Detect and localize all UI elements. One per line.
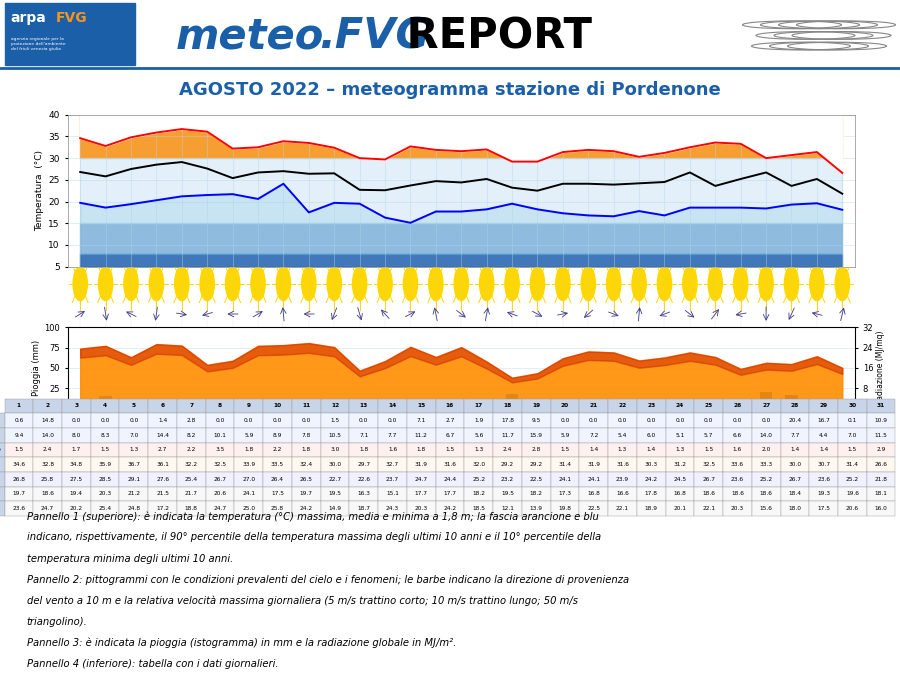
Bar [785, 395, 797, 408]
Text: AGOSTO 2022 – meteogramma stazione di Pordenone: AGOSTO 2022 – meteogramma stazione di Po… [179, 82, 721, 99]
Bar [226, 406, 239, 408]
Circle shape [607, 267, 621, 300]
Circle shape [734, 267, 748, 300]
Circle shape [73, 267, 87, 300]
Text: agenzia regionale per la
protezione dell'ambiente
del friuli venezia giulia: agenzia regionale per la protezione dell… [11, 37, 66, 51]
Circle shape [98, 267, 112, 300]
Circle shape [480, 267, 494, 300]
Text: triangolino).: triangolino). [27, 617, 87, 627]
Circle shape [378, 267, 392, 300]
Circle shape [200, 267, 214, 300]
Circle shape [302, 267, 316, 300]
Text: Pannello 2: pittogrammi con le condizioni prevalenti del cielo e i fenomeni; le : Pannello 2: pittogrammi con le condizion… [27, 574, 629, 585]
Text: Pannello 1 (superiore): è indicata la temperatura (°C) massima, media e minima a: Pannello 1 (superiore): è indicata la te… [27, 512, 598, 522]
Circle shape [327, 267, 341, 300]
Circle shape [810, 267, 824, 300]
Circle shape [175, 267, 189, 300]
Text: indicano, rispettivamente, il 90° percentile della temperatura massima degli ult: indicano, rispettivamente, il 90° percen… [27, 533, 601, 543]
Text: .FVG: .FVG [320, 16, 430, 58]
Circle shape [632, 267, 646, 300]
Circle shape [505, 267, 519, 300]
Text: Pannello 4 (inferiore): tabella con i dati giornalieri.: Pannello 4 (inferiore): tabella con i da… [27, 659, 278, 669]
Bar [836, 400, 849, 408]
Circle shape [353, 267, 367, 300]
Circle shape [708, 267, 723, 300]
Circle shape [785, 267, 798, 300]
Y-axis label: Pioggia (mm): Pioggia (mm) [32, 340, 41, 396]
Circle shape [454, 267, 468, 300]
Circle shape [530, 267, 544, 300]
Text: arpa: arpa [11, 11, 47, 25]
Circle shape [226, 267, 239, 300]
Circle shape [581, 267, 596, 300]
Circle shape [835, 267, 850, 300]
Bar [354, 407, 366, 408]
Bar [454, 406, 468, 408]
Circle shape [657, 267, 671, 300]
Bar [506, 394, 518, 408]
Text: FVG: FVG [56, 11, 87, 25]
Y-axis label: Temperatura  (°C): Temperatura (°C) [35, 151, 44, 231]
Text: Pannello 3: è indicata la pioggia (istogramma) in mm e la radiazione globale in : Pannello 3: è indicata la pioggia (istog… [27, 638, 456, 649]
Bar [429, 402, 442, 408]
Bar [760, 392, 772, 408]
Circle shape [683, 267, 697, 300]
Circle shape [428, 267, 443, 300]
Bar [481, 407, 493, 408]
Circle shape [276, 267, 291, 300]
Circle shape [124, 267, 138, 300]
Text: temperatura minima degli ultimi 10 anni.: temperatura minima degli ultimi 10 anni. [27, 554, 233, 564]
Bar [531, 401, 544, 408]
Circle shape [149, 267, 164, 300]
Bar [201, 407, 213, 408]
Circle shape [759, 267, 773, 300]
Text: meteo: meteo [176, 16, 324, 58]
Circle shape [556, 267, 570, 300]
Y-axis label: Radiazione (MJ/mq): Radiazione (MJ/mq) [876, 331, 885, 405]
Text: REPORT: REPORT [392, 16, 591, 58]
Circle shape [251, 267, 266, 300]
Bar [99, 396, 112, 408]
Circle shape [403, 267, 418, 300]
Text: del vento a 10 m e la relativa velocità massima giornaliera (5 m/s trattino cort: del vento a 10 m e la relativa velocità … [27, 596, 578, 606]
Bar [4, 3, 135, 65]
